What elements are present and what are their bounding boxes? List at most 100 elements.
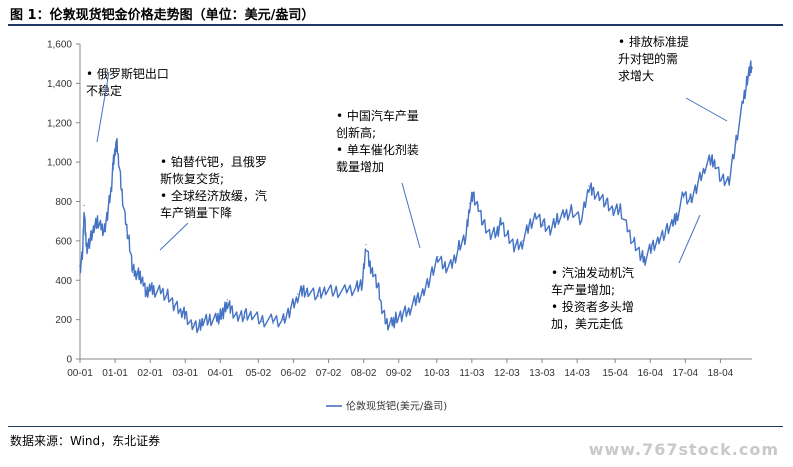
source-note: 数据来源：Wind，东北证券: [10, 434, 161, 448]
data-point: [209, 319, 211, 321]
data-point: [437, 256, 439, 258]
data-point: [346, 289, 348, 291]
x-tick-label: 11-03: [459, 368, 484, 379]
data-point: [307, 293, 309, 295]
y-tick-label: 1,200: [47, 118, 72, 129]
annotation-text: 车产销量下降: [160, 205, 232, 220]
data-point: [112, 161, 114, 163]
data-point: [146, 293, 148, 295]
x-tick-label: 13-03: [529, 368, 555, 379]
x-tick-label: 04-01: [208, 368, 234, 379]
y-tick-label: 1,600: [47, 40, 72, 51]
data-point: [556, 220, 558, 222]
data-point: [672, 220, 674, 222]
data-point: [619, 206, 622, 208]
y-tick-label: 0: [66, 355, 72, 366]
watermark: www.767stock.com: [588, 440, 779, 459]
chart-axes: 0 200 400 600 800 1,000 1,200 1,400 1,600 00-01 01…: [47, 40, 752, 379]
data-point: [690, 200, 692, 203]
data-point: [251, 317, 253, 319]
footer-rule: [8, 426, 783, 427]
data-point: [377, 285, 379, 287]
data-point: [149, 285, 151, 287]
data-point: [465, 236, 467, 238]
data-point: [528, 224, 530, 226]
data-point: [372, 273, 374, 275]
data-point: [751, 67, 753, 69]
data-point: [125, 220, 127, 222]
data-point: [365, 244, 367, 246]
data-point: [272, 323, 274, 325]
x-tick-label: 07-02: [316, 368, 342, 379]
y-tick-label: 800: [55, 197, 72, 208]
annotation-text: • 铂替代钯，且俄罗: [160, 154, 267, 169]
data-point: [261, 321, 264, 323]
data-point: [409, 309, 411, 311]
chart-annotations: • 俄罗斯钯出口 不稳定• 铂替代钯，且俄罗 斯恢复交货;• 全球经济放缓，汽 …: [86, 34, 728, 331]
data-point: [633, 240, 636, 242]
data-point: [746, 82, 748, 84]
annotation-text: 斯恢复交货;: [160, 171, 224, 186]
data-point: [588, 185, 590, 187]
annotation-text: 创新高;: [336, 125, 376, 140]
annotation-text: 升对钯的需: [618, 51, 678, 66]
x-tick-label: 00-01: [67, 368, 93, 379]
data-point: [549, 232, 551, 234]
data-point: [612, 208, 615, 210]
data-point: [184, 311, 186, 313]
data-point: [142, 283, 144, 285]
data-point: [402, 315, 404, 317]
data-point: [82, 248, 84, 250]
data-point: [644, 260, 646, 262]
data-point: [472, 193, 474, 195]
data-point: [226, 299, 228, 301]
annotation-text: 求增大: [618, 69, 654, 83]
data-point: [381, 307, 383, 309]
data-point: [198, 324, 200, 327]
y-tick-label: 200: [55, 315, 72, 326]
data-point: [118, 161, 120, 163]
data-point: [451, 267, 453, 269]
x-tick-label: 16-04: [637, 368, 663, 379]
data-point: [542, 224, 544, 226]
data-point: [121, 191, 123, 193]
y-tick-label: 400: [55, 276, 72, 287]
y-tick-label: 1,400: [47, 79, 72, 90]
y-tick-label: 600: [55, 236, 72, 247]
data-point: [297, 293, 299, 295]
x-tick-label: 06-02: [281, 368, 307, 379]
data-point: [167, 297, 169, 299]
data-point: [83, 204, 85, 206]
data-point: [483, 220, 485, 222]
x-tick-label: 03-01: [172, 368, 198, 379]
annotation-pointer: [96, 71, 110, 143]
data-point: [361, 279, 364, 281]
data-point: [416, 301, 418, 303]
data-point: [514, 244, 516, 246]
x-tick-label: 18-04: [708, 368, 734, 379]
annotation-text: • 全球经济放缓，汽: [160, 188, 267, 203]
data-point: [128, 240, 130, 242]
data-point: [104, 228, 106, 230]
data-point: [500, 224, 502, 226]
data-point: [444, 265, 446, 268]
x-tick-label: 01-01: [102, 368, 128, 379]
data-point: [570, 208, 572, 210]
data-point: [391, 323, 393, 325]
figure-title: 图 1：伦敦现货钯金价格走势图（单位：美元/盎司）: [10, 8, 315, 23]
annotation-text: • 排放标准提: [618, 34, 689, 49]
data-point: [219, 317, 221, 319]
x-tick-label: 10-03: [424, 368, 450, 379]
data-point: [386, 321, 388, 323]
annotation-text: • 中国汽车产量: [336, 108, 419, 123]
data-point: [665, 228, 667, 230]
title-rule: [8, 24, 783, 26]
data-point: [676, 216, 678, 218]
data-point: [626, 228, 629, 230]
data-point: [282, 319, 285, 321]
data-point: [202, 319, 204, 321]
data-point: [423, 289, 425, 291]
data-point: [114, 151, 116, 153]
data-point: [704, 169, 706, 171]
